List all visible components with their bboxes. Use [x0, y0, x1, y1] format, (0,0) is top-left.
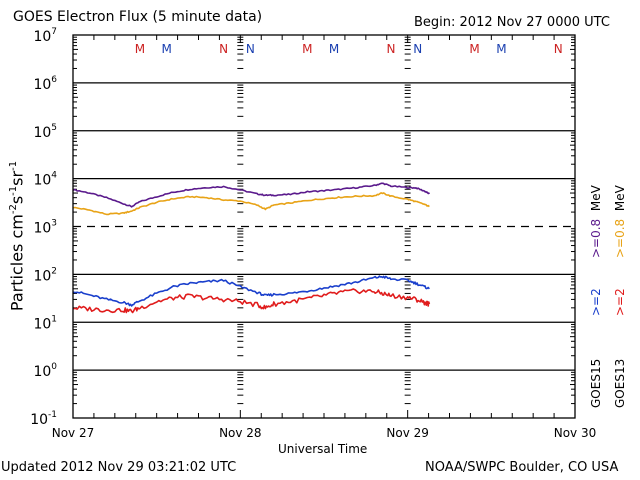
local-time-marker: M	[302, 42, 312, 56]
y-tick-exponent: 7	[51, 27, 57, 37]
y-tick-exponent: 6	[51, 75, 57, 85]
x-tick-label: Nov 28	[219, 426, 262, 440]
series-line-goes15-2MeV	[72, 275, 430, 307]
y-tick-exponent: 4	[51, 171, 57, 181]
local-time-marker: M	[329, 42, 339, 56]
chart-title: GOES Electron Flux (5 minute data)	[13, 9, 263, 25]
local-time-marker: M	[135, 42, 145, 56]
local-time-marker: N	[554, 42, 563, 56]
y-tick-exponent: 0	[51, 362, 57, 372]
y-tick-exponent: 5	[51, 123, 57, 133]
local-time-marker: N	[413, 42, 422, 56]
series-line-goes13-08MeV	[72, 192, 430, 216]
y-tick-label: 103	[33, 219, 57, 237]
local-time-marker: N	[246, 42, 255, 56]
y-tick-label: 105	[33, 123, 57, 141]
local-time-marker: N	[386, 42, 395, 56]
x-tick-label: Nov 27	[52, 426, 95, 440]
y-tick-label: 100	[33, 362, 57, 380]
y-tick-exponent: 3	[51, 219, 57, 229]
x-tick-label: Nov 30	[554, 426, 597, 440]
local-time-marker: M	[162, 42, 172, 56]
x-axis-label: Universal Time	[278, 442, 368, 456]
local-time-marker: M	[496, 42, 506, 56]
series-line-goes13-2MeV	[72, 288, 431, 314]
begin-label: Begin: 2012 Nov 27 0000 UTC	[414, 15, 610, 30]
y-tick-label: 101	[33, 314, 57, 332]
local-time-marker: N	[219, 42, 228, 56]
plot-frame	[72, 34, 576, 419]
y-tick-exponent: 1	[51, 314, 57, 324]
y-tick-exponent: 2	[51, 266, 57, 276]
y-tick-label: 102	[33, 266, 57, 284]
credit-label: NOAA/SWPC Boulder, CO USA	[425, 460, 619, 475]
series-line-goes15-08MeV	[72, 182, 431, 208]
y-tick-label: 107	[33, 27, 57, 45]
local-time-marker: M	[469, 42, 479, 56]
y-tick-label: 106	[33, 75, 57, 93]
y-tick-exponent: -1	[48, 410, 57, 420]
updated-label: Updated 2012 Nov 29 03:21:02 UTC	[1, 460, 237, 475]
x-tick-label: Nov 29	[386, 426, 429, 440]
y-tick-label: 104	[33, 171, 57, 189]
